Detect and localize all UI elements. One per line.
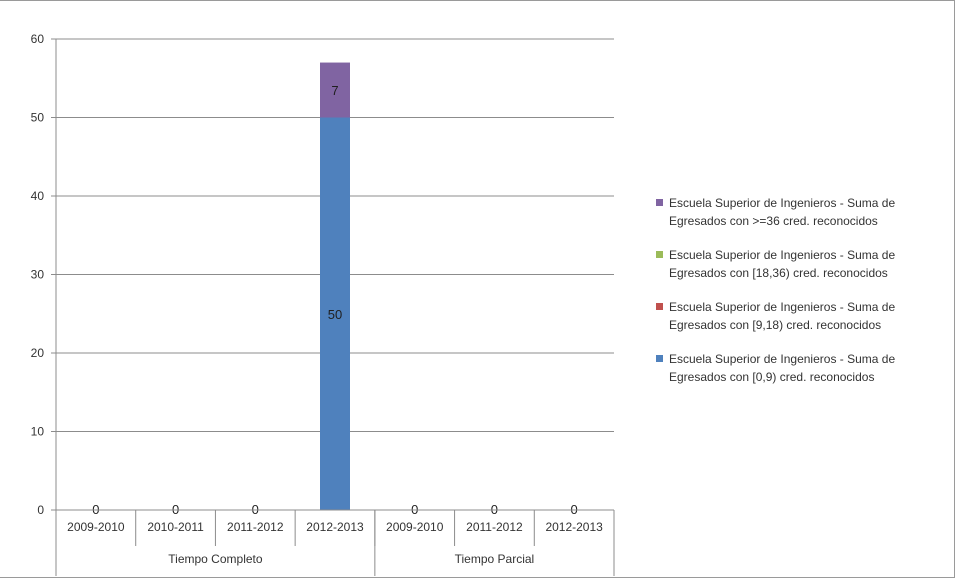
bar-segment <box>320 117 350 510</box>
data-label: 50 <box>328 307 342 322</box>
y-tick-label: 60 <box>31 32 45 46</box>
legend-label: Escuela Superior de Ingenieros - Suma de… <box>669 352 896 384</box>
legend-swatch <box>656 199 663 206</box>
y-tick-label: 40 <box>31 189 45 203</box>
x-tick-label: 2009-2010 <box>386 520 444 534</box>
chart-legend: Escuela Superior de Ingenieros - Suma de… <box>655 194 945 402</box>
x-tick-label: 2009-2010 <box>67 520 125 534</box>
x-tick-label: 2012-2013 <box>306 520 364 534</box>
y-tick-label: 20 <box>31 346 45 360</box>
legend-swatch <box>656 251 663 258</box>
y-tick-label: 0 <box>37 503 44 517</box>
legend-label: Escuela Superior de Ingenieros - Suma de… <box>669 196 896 228</box>
x-group-label: Tiempo Completo <box>168 552 263 566</box>
legend-item: Escuela Superior de Ingenieros - Suma de… <box>655 246 945 282</box>
x-group-label: Tiempo Parcial <box>455 552 535 566</box>
bar-segment <box>320 62 350 118</box>
x-tick-label: 2011-2012 <box>227 520 284 534</box>
legend-label: Escuela Superior de Ingenieros - Suma de… <box>669 300 896 332</box>
legend-item: Escuela Superior de Ingenieros - Suma de… <box>655 194 945 230</box>
legend-item: Escuela Superior de Ingenieros - Suma de… <box>655 350 945 386</box>
x-tick-label: 2011-2012 <box>466 520 523 534</box>
y-tick-label: 30 <box>31 268 45 282</box>
x-tick-label: 2012-2013 <box>545 520 603 534</box>
y-tick-label: 50 <box>31 111 45 125</box>
x-tick-label: 2010-2011 <box>147 520 204 534</box>
legend-item: Escuela Superior de Ingenieros - Suma de… <box>655 298 945 334</box>
legend-label: Escuela Superior de Ingenieros - Suma de… <box>669 248 896 280</box>
y-tick-label: 10 <box>31 425 45 439</box>
data-label: 7 <box>331 83 338 98</box>
legend-swatch <box>656 355 663 362</box>
legend-swatch <box>656 303 663 310</box>
